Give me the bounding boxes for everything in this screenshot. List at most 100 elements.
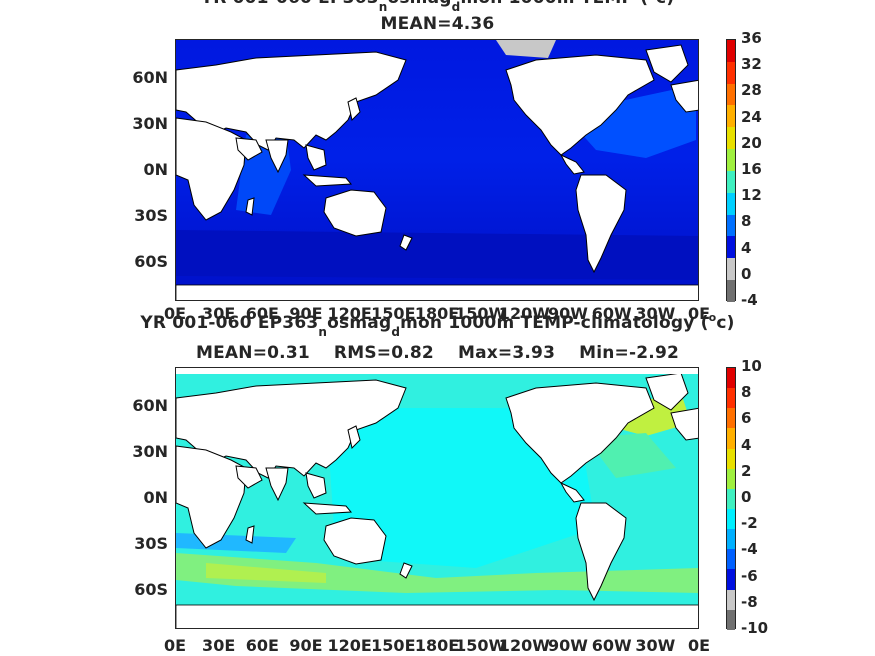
colorbar-tick-label: 8 [741, 212, 752, 231]
lon-label: 60W [591, 304, 632, 323]
map-bottom [175, 367, 699, 629]
max-stat: Max=3.93 [457, 343, 556, 363]
colorbar-segment [727, 408, 735, 429]
madagascar-landmass [245, 197, 255, 216]
min-stat: Min=-2.92 [579, 343, 679, 363]
arctic-ice [496, 40, 556, 58]
japan-landmass [347, 425, 361, 449]
map-top-svg [176, 40, 698, 300]
arctic-mask [176, 368, 698, 374]
mean-stat: MEAN=4.36 [380, 14, 495, 34]
north-america-landmass [505, 382, 655, 484]
colorbar-segment [727, 549, 735, 570]
indonesia-landmass [302, 174, 353, 187]
lat-label: 60S [134, 580, 168, 599]
colorbar-tick-label: 2 [741, 461, 752, 480]
continents-top [176, 44, 698, 274]
southern-ocean-band [176, 230, 698, 280]
lon-label: 150W [455, 304, 507, 323]
colorbar-top [726, 39, 736, 302]
panel-top-title: YR 001-060 EP363nosmagdmon 1000m TEMP (o… [201, 0, 674, 14]
lon-label: 150E [371, 636, 416, 655]
mean-stat: MEAN=0.31 [196, 343, 310, 363]
lon-label: 90W [548, 636, 588, 655]
europe-west-landmass [670, 79, 698, 113]
colorbar-tick-label: 4 [741, 238, 752, 257]
lat-label: 30N [132, 114, 168, 133]
colorbar-segment [727, 214, 735, 237]
colorbar-tick-label: 16 [741, 160, 762, 178]
colorbar-tick-label: 36 [741, 29, 762, 47]
colorbar-segment [727, 488, 735, 509]
japan-landmass [347, 97, 361, 121]
central-america-landmass [559, 153, 585, 175]
colorbar-segment [727, 236, 735, 259]
lon-label: 60E [245, 304, 279, 323]
colorbar-tick-label: 32 [741, 55, 762, 74]
lon-label: 30E [202, 636, 236, 655]
greenland-landmass [645, 44, 689, 83]
colorbar-segment [727, 569, 735, 590]
africa-landmass [176, 445, 247, 549]
lon-label: 90W [548, 304, 588, 323]
europe-west-landmass [670, 407, 698, 441]
indonesia-landmass [302, 502, 353, 515]
colorbar-tick-label: 24 [741, 107, 762, 126]
colorbar-tick-label: -6 [741, 566, 758, 585]
south-america-landmass [575, 174, 627, 274]
lon-label: 0E [687, 304, 711, 323]
lon-label: 120W [498, 304, 550, 323]
colorbar-segment [727, 149, 735, 171]
colorbar-tick-label: 28 [741, 81, 762, 100]
india-landmass [265, 139, 289, 174]
map-bottom-svg [176, 368, 698, 628]
lon-label: 0E [163, 304, 187, 323]
colorbar-tick-label: 8 [741, 383, 752, 402]
colorbar-segment [727, 508, 735, 530]
colorbar-segment [727, 83, 735, 106]
colorbar-tick-label: 6 [741, 409, 752, 428]
lon-label: 90E [289, 304, 323, 323]
colorbar-segment [727, 368, 735, 389]
continents-bottom [176, 372, 698, 602]
colorbar-tick-label: 20 [741, 133, 762, 152]
panel-top-stats: MEAN=4.36 [0, 14, 875, 34]
lon-label: 180E [414, 304, 460, 323]
lat-label: 0N [143, 160, 168, 179]
lat-label: 30S [134, 534, 168, 553]
antarctica [176, 604, 698, 628]
rms-stat: RMS=0.82 [333, 343, 434, 363]
lon-label: 150W [455, 636, 507, 655]
north-america-landmass [505, 54, 655, 156]
australia-landmass [323, 189, 387, 237]
colorbar-segment [727, 388, 735, 409]
colorbar-tick-label: 12 [741, 186, 762, 205]
map-top [175, 39, 699, 301]
australia-landmass [323, 517, 387, 565]
southern-warm-patch [206, 563, 326, 583]
colorbar-segment [727, 468, 735, 489]
lat-label: 60N [132, 396, 168, 415]
southern-ocean-anomaly-band [176, 553, 698, 593]
lon-label: 180E [414, 636, 460, 655]
lon-label: 30E [202, 304, 236, 323]
central-america-landmass [559, 481, 585, 503]
lat-label: 30S [134, 206, 168, 225]
pacific-cyan-region [326, 408, 596, 568]
colorbar-segment [727, 529, 735, 550]
colorbar-tick-label: 0 [741, 264, 752, 283]
lon-label: 120E [327, 636, 372, 655]
arabia-landmass [235, 465, 263, 489]
new-zealand-landmass [399, 234, 413, 251]
antarctica [176, 284, 698, 300]
north-atlantic-warm-patch [571, 88, 696, 158]
panel-bottom-stats: MEAN=0.31 RMS=0.82 Max=3.93 Min=-2.92 [0, 343, 875, 363]
colorbar-segment [727, 40, 735, 62]
se-asia-landmass [305, 472, 327, 499]
lon-label: 60E [245, 636, 279, 655]
lon-label: 0E [163, 636, 187, 655]
lon-label: 30W [635, 636, 676, 655]
panel-bottom-title: YR 001-060 EP363nosmagdmon 1000m TEMP-cl… [140, 311, 735, 339]
colorbar-segment [727, 609, 735, 630]
colorbar-tick-label: -4 [741, 540, 758, 559]
